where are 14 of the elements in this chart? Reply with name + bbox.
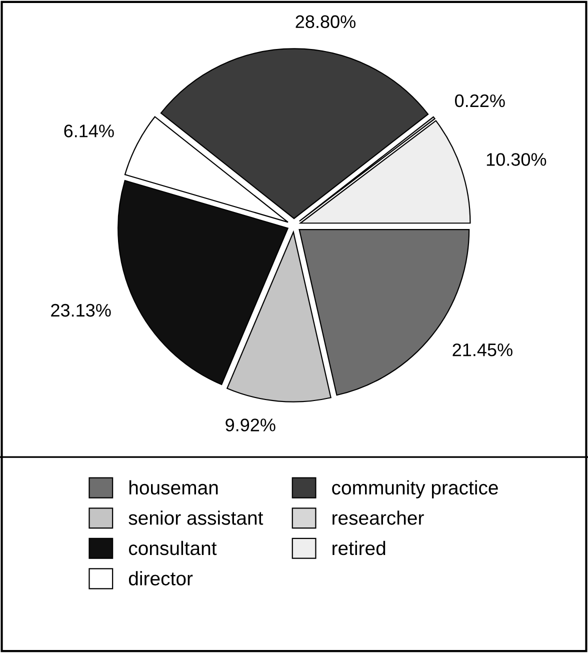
- legend-label: community practice: [332, 480, 498, 498]
- legend-label: director: [128, 571, 193, 586]
- legend-label: houseman: [129, 480, 218, 495]
- data-label: 23.13%: [51, 304, 111, 317]
- data-label: 6.14%: [64, 124, 114, 138]
- legend-label: retired: [332, 540, 386, 556]
- data-label: 9.92%: [226, 418, 276, 432]
- data-label: 28.80%: [296, 15, 356, 28]
- data-label: 10.30%: [486, 153, 546, 166]
- data-label: 0.22%: [455, 94, 505, 108]
- legend-label: consultant: [128, 540, 217, 556]
- data-label: 21.45%: [452, 343, 512, 356]
- legend-label: researcher: [332, 510, 424, 525]
- legend-label: senior assistant: [128, 510, 264, 525]
